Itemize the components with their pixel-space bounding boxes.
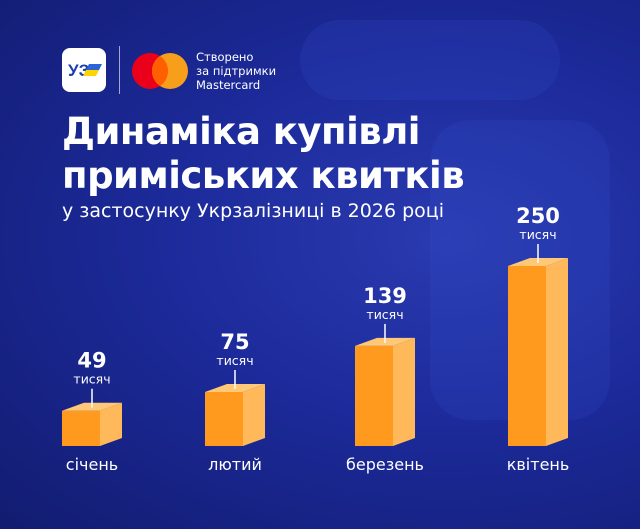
- mastercard-logo: [132, 53, 188, 89]
- value-unit-label: тисяч: [216, 353, 253, 368]
- support-line: за підтримки: [196, 64, 277, 78]
- bar-side: [393, 337, 415, 446]
- bar-side: [100, 402, 122, 446]
- category-label: квітень: [507, 455, 570, 474]
- value-label: 250: [516, 204, 560, 228]
- category-label: березень: [346, 455, 424, 474]
- category-label: лютий: [208, 455, 262, 474]
- title-line: приміських квитків: [62, 154, 465, 197]
- bar-side: [546, 258, 568, 446]
- category-label: січень: [66, 455, 118, 474]
- value-unit-label: тисяч: [366, 307, 403, 322]
- bar-front: [355, 345, 393, 446]
- bar-front: [508, 266, 546, 446]
- support-line: Mastercard: [196, 78, 261, 92]
- value-label: 139: [363, 284, 407, 308]
- logo-divider: [119, 46, 120, 94]
- uz-logo: УЗ: [62, 48, 106, 92]
- value-label: 49: [77, 349, 106, 373]
- bar-side: [243, 384, 265, 446]
- support-text: Створено за підтримки Mastercard: [196, 50, 276, 92]
- page-title: Динаміка купівлі приміських квитків: [62, 110, 465, 198]
- support-line: Створено: [196, 50, 254, 64]
- value-unit-label: тисяч: [519, 227, 556, 242]
- bar-front: [205, 392, 243, 446]
- background-shape: [300, 20, 560, 100]
- bar-front: [62, 410, 100, 446]
- page-subtitle: у застосунку Укрзалізниці в 2026 році: [62, 200, 444, 222]
- title-line: Динаміка купівлі: [62, 110, 420, 153]
- value-label: 75: [220, 330, 249, 354]
- value-unit-label: тисяч: [73, 372, 110, 387]
